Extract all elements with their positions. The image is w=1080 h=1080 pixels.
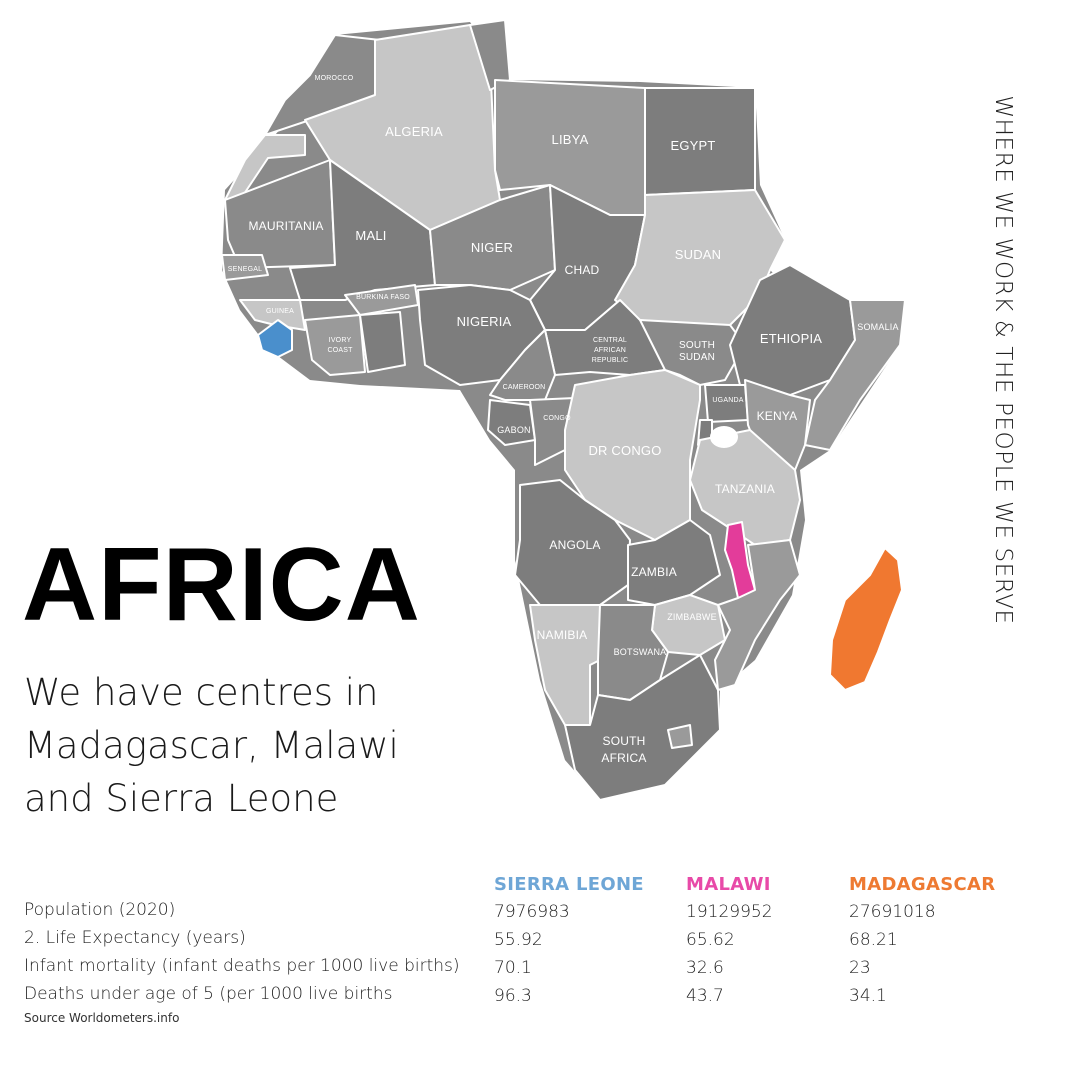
- page-title: AFRICA: [22, 527, 421, 643]
- label-car-2: AFRICAN: [594, 347, 626, 354]
- row-label-infant-mortality: Infant mortality (infant deaths per 1000…: [24, 956, 460, 976]
- label-south-africa-2: AFRICA: [601, 751, 646, 765]
- label-algeria: ALGERIA: [385, 124, 443, 139]
- label-south-africa-1: SOUTH: [603, 734, 646, 748]
- cell-infant-mortality-madagascar: 23: [849, 958, 871, 978]
- col-header-malawi: MALAWI: [686, 874, 771, 895]
- row-label-population: Population (2020): [24, 900, 176, 920]
- western-sahara-region: [224, 134, 306, 201]
- mauritania-region: [224, 159, 336, 269]
- label-congo: CONGO: [543, 415, 571, 422]
- cell-population-madagascar: 27691018: [849, 902, 936, 922]
- label-dr-congo: DR CONGO: [588, 443, 661, 458]
- cell-infant-mortality-sierra-leone: 70.1: [494, 958, 532, 978]
- ghana-region: [359, 311, 406, 373]
- congo-region: [529, 397, 576, 466]
- south-africa-region: [564, 654, 721, 801]
- senegal-region: [221, 254, 269, 281]
- cameroon-region: [489, 329, 556, 401]
- label-senegal: SENEGAL: [228, 266, 262, 273]
- label-mauritania: MAURITANIA: [248, 219, 323, 233]
- intro-line-1: We have centres in: [24, 671, 379, 714]
- row-label-life-expectancy: 2. Life Expectancy (years): [24, 928, 246, 948]
- cell-under-5-deaths-sierra-leone: 96.3: [494, 986, 532, 1006]
- cell-infant-mortality-malawi: 32.6: [686, 958, 724, 978]
- label-kenya: KENYA: [757, 409, 798, 423]
- madagascar-region: [829, 547, 903, 691]
- label-guinea: GUINEA: [266, 308, 294, 315]
- label-gabon: GABON: [497, 425, 531, 435]
- cell-life-expectancy-madagascar: 68.21: [849, 930, 898, 950]
- label-burkina-faso: BURKINA FASO: [356, 294, 410, 301]
- label-cameroon: CAMEROON: [503, 384, 546, 391]
- label-car-3: REPUBLIC: [592, 357, 629, 364]
- label-somalia: SOMALIA: [857, 322, 898, 332]
- cell-life-expectancy-malawi: 65.62: [686, 930, 735, 950]
- label-uganda: UGANDA: [712, 397, 743, 404]
- cell-life-expectancy-sierra-leone: 55.92: [494, 930, 543, 950]
- cell-population-malawi: 19129952: [686, 902, 773, 922]
- somalia-region: [804, 299, 906, 451]
- niger-region: [429, 184, 556, 291]
- label-chad: CHAD: [565, 263, 600, 277]
- label-nigeria: NIGERIA: [457, 314, 512, 329]
- label-south-sudan-2: SUDAN: [679, 352, 715, 363]
- label-south-sudan-1: SOUTH: [679, 340, 715, 351]
- label-morocco: MOROCCO: [315, 75, 354, 82]
- label-sudan: SUDAN: [675, 247, 722, 262]
- cell-population-sierra-leone: 7976983: [494, 902, 570, 922]
- label-ivory-coast-1: IVORY: [329, 337, 352, 344]
- lake-victoria: [710, 426, 738, 448]
- label-tanzania: TANZANIA: [715, 482, 775, 496]
- label-zimbabwe: ZIMBABWE: [667, 612, 717, 622]
- label-car-1: CENTRAL: [593, 337, 627, 344]
- label-ethiopia: ETHIOPIA: [760, 331, 822, 346]
- label-namibia: NAMIBIA: [537, 628, 588, 642]
- label-botswana: BOTSWANA: [614, 647, 667, 657]
- lesotho-region: [667, 724, 693, 749]
- label-zambia: ZAMBIA: [631, 565, 677, 579]
- intro-line-2: Madagascar, Malawi: [24, 724, 399, 767]
- label-mali: MALI: [355, 228, 386, 243]
- row-label-under-5-deaths: Deaths under age of 5 (per 1000 live bir…: [24, 984, 393, 1004]
- source-note: Source Worldometers.info: [24, 1011, 180, 1025]
- label-egypt: EGYPT: [670, 138, 715, 153]
- label-ivory-coast-2: COAST: [327, 347, 353, 354]
- zambia-region: [627, 519, 721, 606]
- cell-under-5-deaths-malawi: 43.7: [686, 986, 724, 1006]
- side-caption: WHERE WE WORK & THE PEOPLE WE SERVE: [990, 95, 1016, 625]
- intro-line-3: and Sierra Leone: [24, 777, 339, 820]
- cell-under-5-deaths-madagascar: 34.1: [849, 986, 887, 1006]
- label-angola: ANGOLA: [549, 538, 600, 552]
- intro-text: We have centres in Madagascar, Malawi an…: [24, 666, 444, 825]
- namibia-region: [529, 604, 601, 726]
- col-header-sierra-leone: SIERRA LEONE: [494, 874, 644, 895]
- sierra-leone-region: [257, 319, 293, 358]
- stats-table: SIERRA LEONE MALAWI MADAGASCAR Populatio…: [0, 868, 1080, 1038]
- gabon-region: [487, 399, 536, 446]
- ivory-coast-region: [304, 314, 366, 376]
- label-niger: NIGER: [471, 240, 513, 255]
- col-header-madagascar: MADAGASCAR: [849, 874, 996, 895]
- label-libya: LIBYA: [552, 132, 589, 147]
